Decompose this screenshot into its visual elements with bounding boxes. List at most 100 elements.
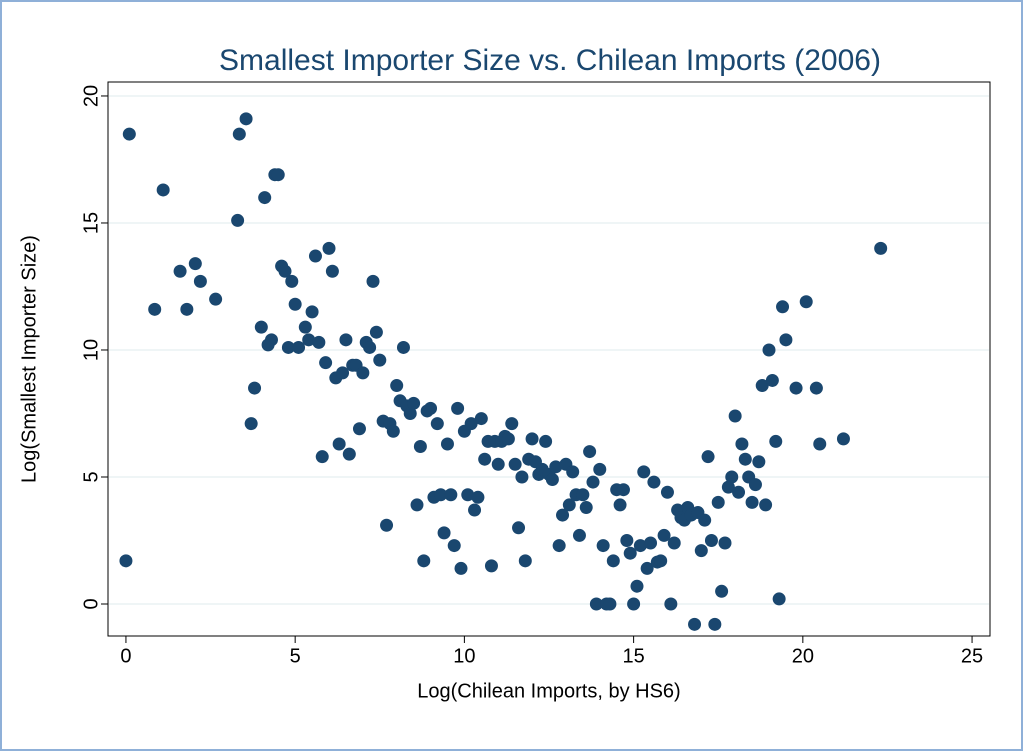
point bbox=[627, 597, 641, 611]
point bbox=[776, 300, 790, 314]
point bbox=[292, 340, 306, 354]
point bbox=[148, 302, 162, 316]
point bbox=[752, 455, 766, 469]
point bbox=[407, 396, 421, 410]
point bbox=[281, 340, 295, 354]
point bbox=[173, 264, 187, 278]
point bbox=[325, 264, 339, 278]
point bbox=[352, 422, 366, 436]
y-tick-label: 0 bbox=[80, 598, 102, 609]
point bbox=[491, 457, 505, 471]
point bbox=[613, 498, 627, 512]
point bbox=[525, 432, 539, 446]
point bbox=[339, 333, 353, 347]
point bbox=[390, 379, 404, 393]
point bbox=[769, 434, 783, 448]
point bbox=[589, 597, 603, 611]
point bbox=[484, 559, 498, 573]
point bbox=[447, 539, 461, 553]
point bbox=[248, 381, 262, 395]
point bbox=[239, 112, 253, 126]
point bbox=[369, 325, 383, 339]
point bbox=[474, 412, 488, 426]
point bbox=[549, 460, 563, 474]
point bbox=[336, 366, 350, 380]
point bbox=[708, 617, 722, 631]
point bbox=[755, 379, 769, 393]
point bbox=[566, 465, 580, 479]
point bbox=[285, 274, 299, 288]
point bbox=[623, 546, 637, 560]
point bbox=[380, 518, 394, 532]
x-tick-label: 15 bbox=[622, 645, 644, 667]
y-tick-label: 5 bbox=[80, 471, 102, 482]
point bbox=[434, 488, 448, 502]
point bbox=[694, 544, 708, 558]
point bbox=[278, 264, 292, 278]
point bbox=[644, 536, 658, 550]
point bbox=[363, 340, 377, 354]
point bbox=[765, 373, 779, 387]
point bbox=[620, 533, 634, 547]
point bbox=[836, 432, 850, 446]
point bbox=[596, 539, 610, 553]
point bbox=[512, 521, 526, 535]
point bbox=[664, 597, 678, 611]
point bbox=[501, 432, 515, 446]
point bbox=[556, 508, 570, 522]
point bbox=[732, 485, 746, 499]
point bbox=[579, 500, 593, 514]
point bbox=[332, 437, 346, 451]
point bbox=[518, 554, 532, 568]
point bbox=[735, 437, 749, 451]
point bbox=[288, 297, 302, 311]
point bbox=[728, 409, 742, 423]
point bbox=[654, 554, 668, 568]
point bbox=[583, 445, 597, 459]
point bbox=[119, 554, 133, 568]
point bbox=[209, 292, 223, 306]
point bbox=[572, 528, 586, 542]
point bbox=[430, 417, 444, 431]
point bbox=[461, 488, 475, 502]
point bbox=[305, 305, 319, 319]
x-tick-label: 20 bbox=[792, 645, 814, 667]
point bbox=[809, 381, 823, 395]
point bbox=[244, 417, 258, 431]
point bbox=[789, 381, 803, 395]
point bbox=[413, 440, 427, 454]
point bbox=[552, 539, 566, 553]
point bbox=[576, 488, 590, 502]
point bbox=[254, 320, 268, 334]
point bbox=[711, 495, 725, 509]
point bbox=[312, 335, 326, 349]
point bbox=[715, 584, 729, 598]
point bbox=[315, 450, 329, 464]
point bbox=[633, 539, 647, 553]
point bbox=[468, 503, 482, 517]
point bbox=[698, 513, 712, 527]
point bbox=[606, 554, 620, 568]
x-axis-label: Log(Chilean Imports, by HS6) bbox=[417, 680, 680, 702]
point bbox=[264, 333, 278, 347]
point bbox=[688, 617, 702, 631]
point bbox=[515, 470, 529, 484]
point bbox=[647, 475, 661, 489]
point bbox=[759, 498, 773, 512]
point bbox=[232, 127, 246, 141]
point bbox=[180, 302, 194, 316]
point bbox=[637, 465, 651, 479]
point bbox=[813, 437, 827, 451]
point bbox=[478, 452, 492, 466]
y-tick-label: 10 bbox=[80, 339, 102, 361]
point bbox=[718, 536, 732, 550]
point bbox=[188, 257, 202, 271]
point bbox=[640, 561, 654, 575]
point bbox=[545, 473, 559, 487]
point bbox=[745, 495, 759, 509]
point bbox=[799, 295, 813, 309]
point bbox=[417, 554, 431, 568]
point bbox=[440, 437, 454, 451]
point bbox=[156, 183, 170, 197]
